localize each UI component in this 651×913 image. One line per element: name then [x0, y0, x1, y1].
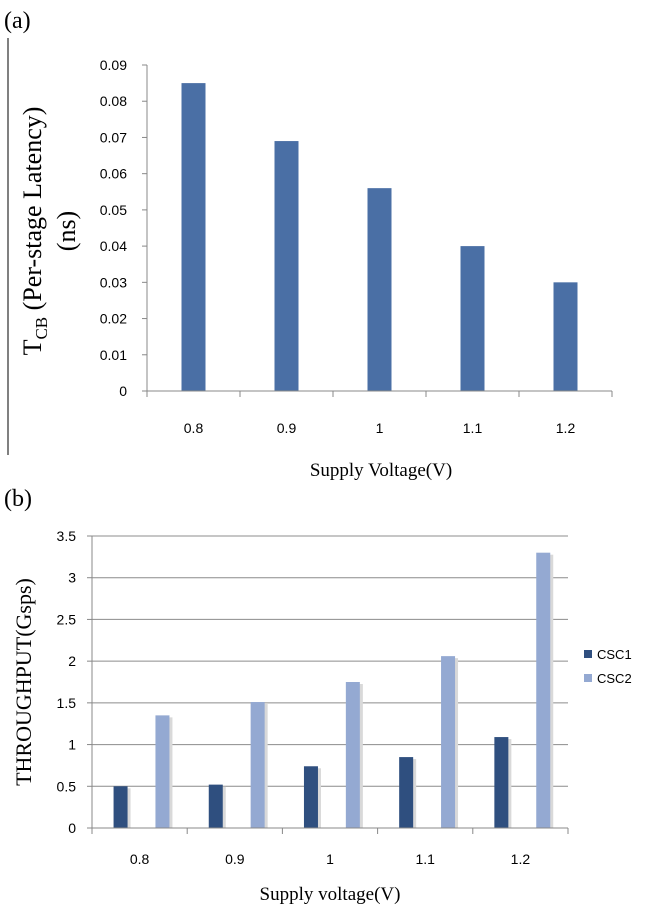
- panel-b-x-tick-label: 1: [326, 851, 334, 867]
- panel-a-x-tick-label: 0.9: [277, 420, 297, 436]
- legend-swatch-csc1: [584, 650, 592, 658]
- panel-b-bars: [113, 552, 554, 828]
- panel-a-y-tick-label: 0: [119, 383, 127, 399]
- panel-b-y-tick-label: 2.5: [57, 611, 77, 627]
- legend-swatch-csc2: [584, 674, 592, 682]
- panel-b-y-tick-label: 3: [68, 570, 76, 586]
- panel-a-y-tick-label: 0.04: [100, 238, 127, 254]
- panel-b-bar-csc1-0.8: [113, 786, 128, 828]
- panel-a-x-tick-label: 0.8: [184, 420, 204, 436]
- panel-b-bar-csc2-1.1: [441, 656, 456, 828]
- panel-b-x-tick-label: 1.2: [511, 851, 531, 867]
- panel-b-y-tick-label: 1: [68, 737, 76, 753]
- panel-b-bar-csc1-1.1: [399, 757, 414, 828]
- panel-a-y-tick-label: 0.06: [100, 166, 127, 182]
- panel-b-x-tick-label: 0.9: [225, 851, 245, 867]
- panel-a-x-axis-title: Supply Voltage(V): [310, 460, 452, 481]
- panel-a-x-tick-label: 1.2: [556, 420, 576, 436]
- panel-b-y-tick-label: 1.5: [57, 695, 77, 711]
- panel-a-bar-0.9: [274, 141, 299, 391]
- panel-b-y-tick-label: 2: [68, 653, 76, 669]
- panel-b-x-ticks: 0.8 0.9 1 1.1 1.2: [91, 828, 569, 867]
- panel-b-x-axis-title: Supply voltage(V): [260, 884, 401, 905]
- panel-a-x-ticks: 0.8 0.9 1 1.1 1.2: [146, 391, 613, 436]
- panel-b-y-axis-title: THROUGHPUT(Gsps): [11, 578, 36, 786]
- panel-a-y-title-sub: CB: [32, 317, 51, 340]
- panel-b-legend: CSC1 CSC2: [584, 647, 632, 686]
- panel-a-label: (a): [4, 8, 31, 34]
- panel-a-y-tick-label: 0.01: [100, 347, 127, 363]
- legend-label-csc2: CSC2: [597, 671, 632, 686]
- panel-b-x-tick-label: 1.1: [415, 851, 435, 867]
- panel-a-y-title-main: T: [18, 339, 47, 355]
- panel-a-bar-0.8: [181, 83, 206, 391]
- panel-a-y-tick-label: 0.05: [100, 202, 127, 218]
- panel-b-y-tick-label: 0.5: [57, 778, 77, 794]
- panel-a-y-tick-label: 0.09: [100, 57, 127, 73]
- panel-b-bar-csc1-0.9: [208, 784, 223, 828]
- panel-b-y-tick-label: 0: [68, 820, 76, 836]
- panel-a-y-tick-label: 0.07: [100, 129, 127, 145]
- panel-a-bar-1: [367, 188, 392, 391]
- panel-a-x-tick-label: 1.1: [463, 420, 483, 436]
- panel-b-y-ticks: 0 0.5 1 1.5 2 2.5 3 3.5: [57, 528, 92, 836]
- panel-b-y-tick-label: 3.5: [57, 528, 77, 544]
- panel-a-y-title-rest: (Per-stage Latency): [18, 107, 47, 317]
- panel-a-y-ticks: 0 0.01 0.02 0.03 0.04 0.05 0.06 0.07 0.08 0.09: [100, 57, 147, 399]
- panel-b-x-tick-label: 0.8: [130, 851, 150, 867]
- panel-a: (a) TCB (Per-stage Latency) (ns) 0 0.01 0.…: [4, 8, 613, 481]
- panel-a-bar-1.1: [460, 246, 485, 391]
- panel-b-bar-csc2-0.8: [155, 715, 170, 828]
- panel-b-bar-csc2-1.2: [536, 552, 551, 828]
- panel-b-bar-csc2-1: [345, 682, 360, 828]
- legend-label-csc1: CSC1: [597, 647, 632, 662]
- svg-text:TCB (Per-stage Latency): TCB (Per-stage Latency): [18, 107, 51, 356]
- panel-b-bar-csc2-0.9: [250, 702, 265, 828]
- panel-b-label: (b): [4, 486, 32, 512]
- panel-a-y-tick-label: 0.02: [100, 311, 127, 327]
- panel-a-x-tick-label: 1: [376, 420, 384, 436]
- panel-a-y-tick-label: 0.08: [100, 93, 127, 109]
- panel-b: (b) THROUGHPUT(Gsps) 0 0.5 1 1.5 2 2.5 3 3.5 0.…: [4, 486, 632, 905]
- panel-a-y-axis-title: TCB (Per-stage Latency): [18, 107, 51, 356]
- panel-a-y-tick-label: 0.03: [100, 274, 127, 290]
- panel-a-y-title-line2: (ns): [52, 211, 81, 251]
- panel-b-bar-csc1-1: [303, 766, 318, 828]
- panel-b-bar-csc1-1.2: [494, 737, 509, 828]
- panel-a-bar-1.2: [553, 282, 578, 391]
- panel-a-bars: [181, 83, 578, 391]
